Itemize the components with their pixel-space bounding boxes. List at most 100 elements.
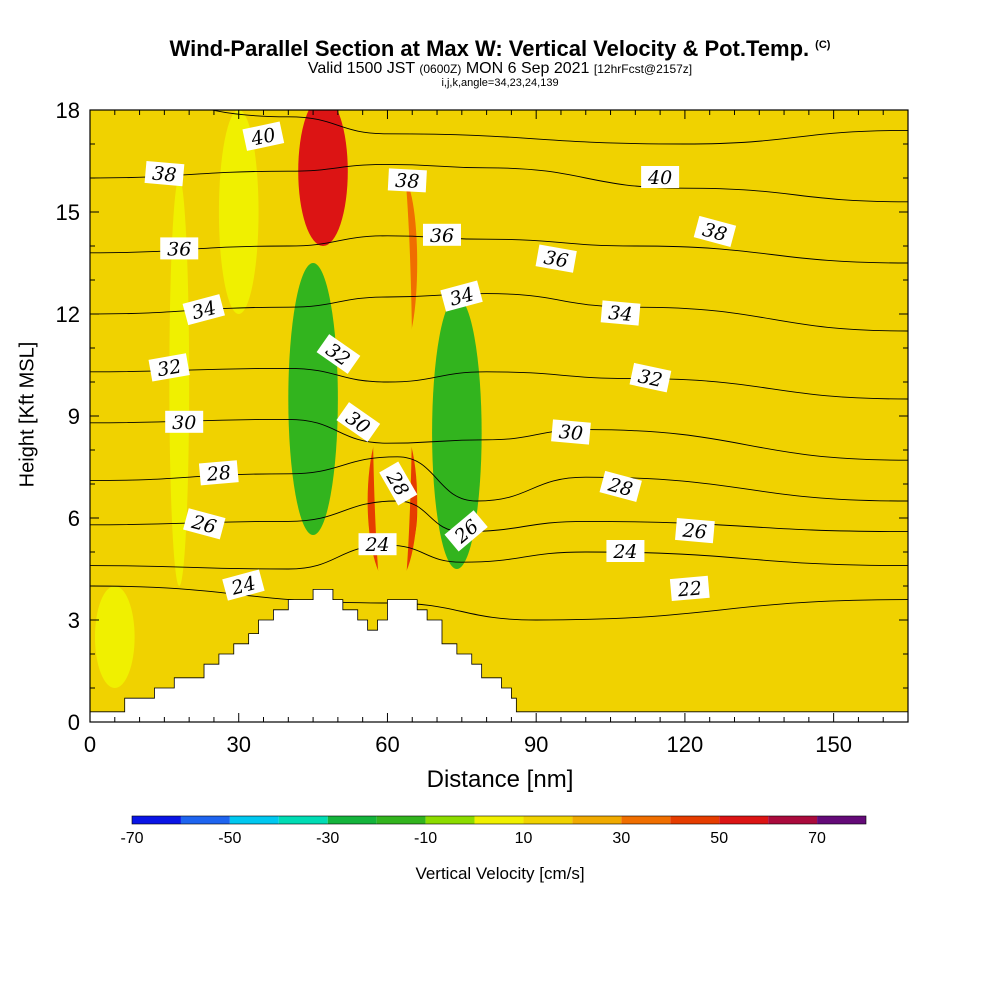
- valid-time: Valid 1500 JST: [307, 60, 415, 77]
- colorbar-swatch: [719, 816, 769, 824]
- copyright-mark: (C): [815, 38, 831, 51]
- contour-label-text: 28: [205, 462, 232, 486]
- contour-label-text: 40: [248, 124, 277, 151]
- colorbar-tick-label: 30: [612, 830, 630, 847]
- contour-label-1: 38: [144, 160, 185, 187]
- colorbar-tick-label: -70: [120, 830, 143, 847]
- theta-contour-40: [209, 110, 908, 145]
- contour-label-5: 36: [160, 237, 199, 260]
- chart-subtitle-2: i,j,k,angle=34,23,24,139: [441, 77, 559, 89]
- valid-date: MON 6 Sep 2021: [465, 60, 590, 77]
- chart-subtitle: Valid 1500 JST (0600Z) MON 6 Sep 2021 [1…: [0, 60, 1000, 78]
- x-axis-title: Distance [nm]: [426, 766, 574, 793]
- contour-label-text: 36: [430, 225, 454, 247]
- contour-label-text: 24: [612, 541, 637, 563]
- x-tick-label: 60: [375, 732, 399, 757]
- contour-label-14: 30: [165, 410, 204, 434]
- theta-contour-38: [90, 163, 908, 203]
- velocity-cell-14: [635, 586, 785, 722]
- field-background: [90, 110, 908, 722]
- forecast-info: [12hrFcst@2157z]: [593, 62, 693, 76]
- x-tick-label: 30: [226, 732, 250, 757]
- contour-label-text: 36: [167, 238, 191, 260]
- contour-label-text: 32: [156, 355, 184, 381]
- velocity-cell-7: [288, 263, 338, 535]
- contour-label-20: 26: [183, 508, 226, 540]
- contour-label-22: 26: [675, 517, 715, 544]
- y-tick-label: 3: [68, 608, 80, 633]
- y-tick-label: 15: [56, 200, 80, 225]
- velocity-cell-1: [298, 110, 348, 246]
- y-tick-label: 6: [68, 506, 80, 531]
- colorbar-tick-label: 70: [808, 830, 826, 847]
- contour-label-text: 24: [364, 534, 389, 556]
- valid-time-utc: (0600Z): [419, 62, 462, 76]
- contour-label-16: 30: [551, 419, 591, 445]
- y-tick-label: 12: [56, 302, 80, 327]
- velocity-cell-10: [218, 110, 259, 314]
- colorbar-title: Vertical Velocity [cm/s]: [415, 864, 585, 883]
- colorbar-swatch: [817, 816, 866, 824]
- colorbar-swatch: [474, 816, 524, 824]
- terrain: [90, 589, 908, 722]
- x-tick-label: 0: [84, 732, 96, 757]
- colorbar-swatch: [376, 816, 426, 824]
- contour-label-0: 40: [242, 121, 285, 151]
- colorbar-swatch: [327, 816, 377, 824]
- colorbar: -70 -50 -30 -10 10 30 50 70: [120, 815, 867, 847]
- x-tick-label: 150: [815, 732, 852, 757]
- contour-label-13: 32: [629, 362, 672, 393]
- contour-label-26: 22: [669, 575, 710, 601]
- contour-label-text: 30: [558, 421, 584, 445]
- y-tick-label: 18: [56, 98, 80, 123]
- velocity-cell-12: [536, 212, 636, 552]
- contour-label-text: 30: [172, 412, 196, 434]
- contour-label-23: 24: [358, 533, 397, 556]
- contour-label-7: 36: [535, 244, 577, 273]
- contour-label-11: 32: [148, 353, 190, 382]
- colorbar-swatch: [621, 816, 671, 824]
- colorbar-swatch: [768, 816, 818, 824]
- contour-label-text: 32: [636, 365, 664, 392]
- colorbar-swatch: [425, 816, 475, 824]
- colorbar-tick-label: 50: [710, 830, 728, 847]
- velocity-cell-11: [169, 178, 190, 586]
- colorbar-swatch: [670, 816, 720, 824]
- contour-label-2: 38: [387, 168, 427, 193]
- colorbar-swatch: [572, 816, 622, 824]
- theta-contour-28: [90, 456, 908, 502]
- colorbar-swatch: [180, 816, 230, 824]
- contour-label-text: 38: [151, 163, 177, 187]
- colorbar-swatch: [132, 816, 181, 824]
- contour-label-text: 34: [607, 302, 633, 326]
- colorbar-swatch: [523, 816, 573, 824]
- y-axis-title: Height [Kft MSL]: [16, 341, 39, 488]
- velocity-cell-15: [94, 586, 135, 688]
- contour-label-text: 26: [681, 520, 708, 544]
- contour-label-text: 40: [647, 167, 672, 189]
- contour-label-3: 40: [641, 166, 680, 189]
- contour-label-text: 22: [676, 577, 703, 601]
- contour-label-25: 24: [222, 569, 265, 601]
- velocity-cell-13: [650, 110, 700, 314]
- colorbar-swatch: [229, 816, 279, 824]
- velocity-cell-9: [432, 297, 482, 569]
- contour-label-text: 38: [395, 170, 420, 193]
- y-tick-label: 9: [68, 404, 80, 429]
- y-tick-label: 0: [68, 710, 80, 735]
- x-tick-label: 120: [667, 732, 704, 757]
- chart-title: Wind-Parallel Section at Max W: Vertical…: [169, 36, 831, 61]
- theta-contour-30: [90, 418, 908, 461]
- contour-label-10: 34: [600, 300, 641, 326]
- colorbar-tick-label: -50: [218, 830, 241, 847]
- colorbar-tick-label: 10: [515, 830, 533, 847]
- contour-label-24: 24: [606, 540, 645, 563]
- theta-contour-24: [90, 544, 908, 570]
- contour-label-17: 28: [198, 460, 239, 486]
- contour-label-text: 36: [542, 247, 570, 273]
- axis-ticks: [89, 109, 909, 723]
- colorbar-tick-label: -10: [414, 830, 437, 847]
- theta-contour-32: [90, 367, 908, 400]
